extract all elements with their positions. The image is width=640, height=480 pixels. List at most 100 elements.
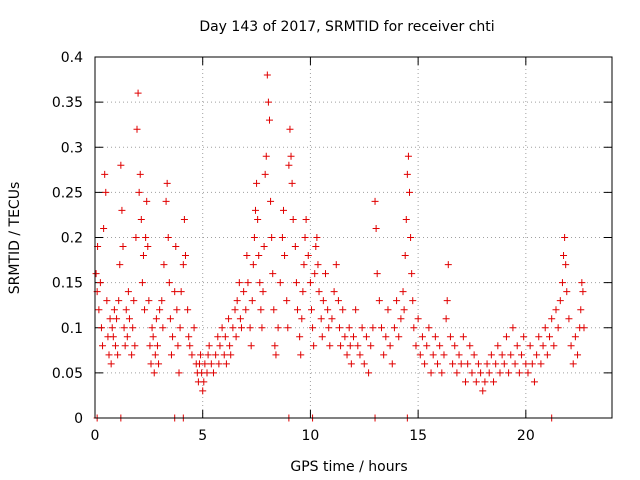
data-point — [401, 252, 409, 260]
data-point — [261, 170, 269, 178]
data-point — [511, 360, 519, 368]
data-point — [237, 324, 245, 332]
data-point — [444, 261, 452, 269]
data-point — [509, 324, 517, 332]
data-point — [522, 360, 530, 368]
data-point — [438, 369, 446, 377]
data-point — [176, 324, 184, 332]
data-point — [369, 324, 377, 332]
data-point — [254, 215, 262, 223]
data-point — [279, 206, 287, 214]
data-point — [205, 342, 213, 350]
y-tick-label: 0 — [74, 411, 83, 427]
data-point — [138, 279, 146, 287]
data-point — [502, 333, 510, 341]
data-point — [174, 342, 182, 350]
data-point — [265, 116, 273, 124]
data-point — [121, 342, 129, 350]
data-point — [240, 288, 248, 296]
data-point — [552, 306, 560, 314]
axis-ticks: 0 0.05 0.1 0.15 0.2 0.25 0.3 0.35 0.4 0 5 10 15 20 — [52, 50, 612, 444]
data-point — [358, 324, 366, 332]
data-point — [181, 252, 189, 260]
data-point — [505, 369, 513, 377]
data-point — [159, 324, 167, 332]
data-point — [204, 351, 212, 359]
data-point — [537, 360, 545, 368]
data-point — [431, 333, 439, 341]
data-point — [442, 315, 450, 323]
data-point — [554, 324, 562, 332]
data-point — [388, 360, 396, 368]
data-point — [243, 252, 251, 260]
data-point — [569, 360, 577, 368]
data-point — [291, 243, 299, 251]
data-point — [395, 333, 403, 341]
data-point — [269, 270, 277, 278]
data-point — [216, 342, 224, 350]
data-point — [122, 306, 130, 314]
data-point — [199, 387, 207, 395]
data-point — [371, 197, 379, 205]
data-point — [367, 342, 375, 350]
data-point — [113, 315, 121, 323]
data-point — [399, 288, 407, 296]
data-point — [318, 333, 326, 341]
data-point — [345, 324, 353, 332]
data-point — [332, 261, 340, 269]
data-point — [311, 270, 319, 278]
data-point — [296, 333, 304, 341]
data-point — [446, 333, 454, 341]
data-point — [101, 170, 109, 178]
data-point — [479, 387, 487, 395]
data-point — [97, 324, 105, 332]
data-point — [108, 324, 116, 332]
data-point — [562, 261, 570, 269]
data-point — [203, 369, 211, 377]
data-point — [409, 297, 417, 305]
data-point — [443, 297, 451, 305]
data-point — [468, 369, 476, 377]
data-point — [541, 324, 549, 332]
data-point — [186, 342, 194, 350]
data-point — [263, 71, 271, 79]
data-point — [139, 252, 147, 260]
data-point — [102, 188, 110, 196]
data-point — [330, 288, 338, 296]
data-point — [152, 315, 160, 323]
data-point — [289, 215, 297, 223]
data-point — [380, 351, 388, 359]
data-point — [284, 324, 292, 332]
data-point — [360, 360, 368, 368]
data-point — [106, 315, 114, 323]
data-point — [162, 197, 170, 205]
data-point — [256, 279, 264, 287]
data-point — [326, 342, 334, 350]
data-point — [466, 342, 474, 350]
data-point — [259, 288, 267, 296]
data-point — [339, 306, 347, 314]
data-point — [185, 333, 193, 341]
data-point — [180, 215, 188, 223]
data-point — [500, 360, 508, 368]
data-point — [451, 342, 459, 350]
data-point — [201, 360, 209, 368]
data-point — [558, 279, 566, 287]
data-point — [425, 324, 433, 332]
data-point — [481, 378, 489, 386]
data-point — [107, 360, 115, 368]
y-tick-label: 0.4 — [61, 50, 83, 66]
data-point — [95, 306, 103, 314]
data-point — [144, 243, 152, 251]
data-point — [96, 279, 104, 287]
data-point — [149, 333, 157, 341]
data-point — [209, 369, 217, 377]
data-point — [313, 234, 321, 241]
data-point — [560, 252, 568, 260]
data-point — [169, 333, 177, 341]
data-point — [244, 279, 252, 287]
data-point — [218, 324, 226, 332]
data-point — [286, 125, 294, 133]
data-point — [362, 333, 370, 341]
data-point — [315, 288, 323, 296]
